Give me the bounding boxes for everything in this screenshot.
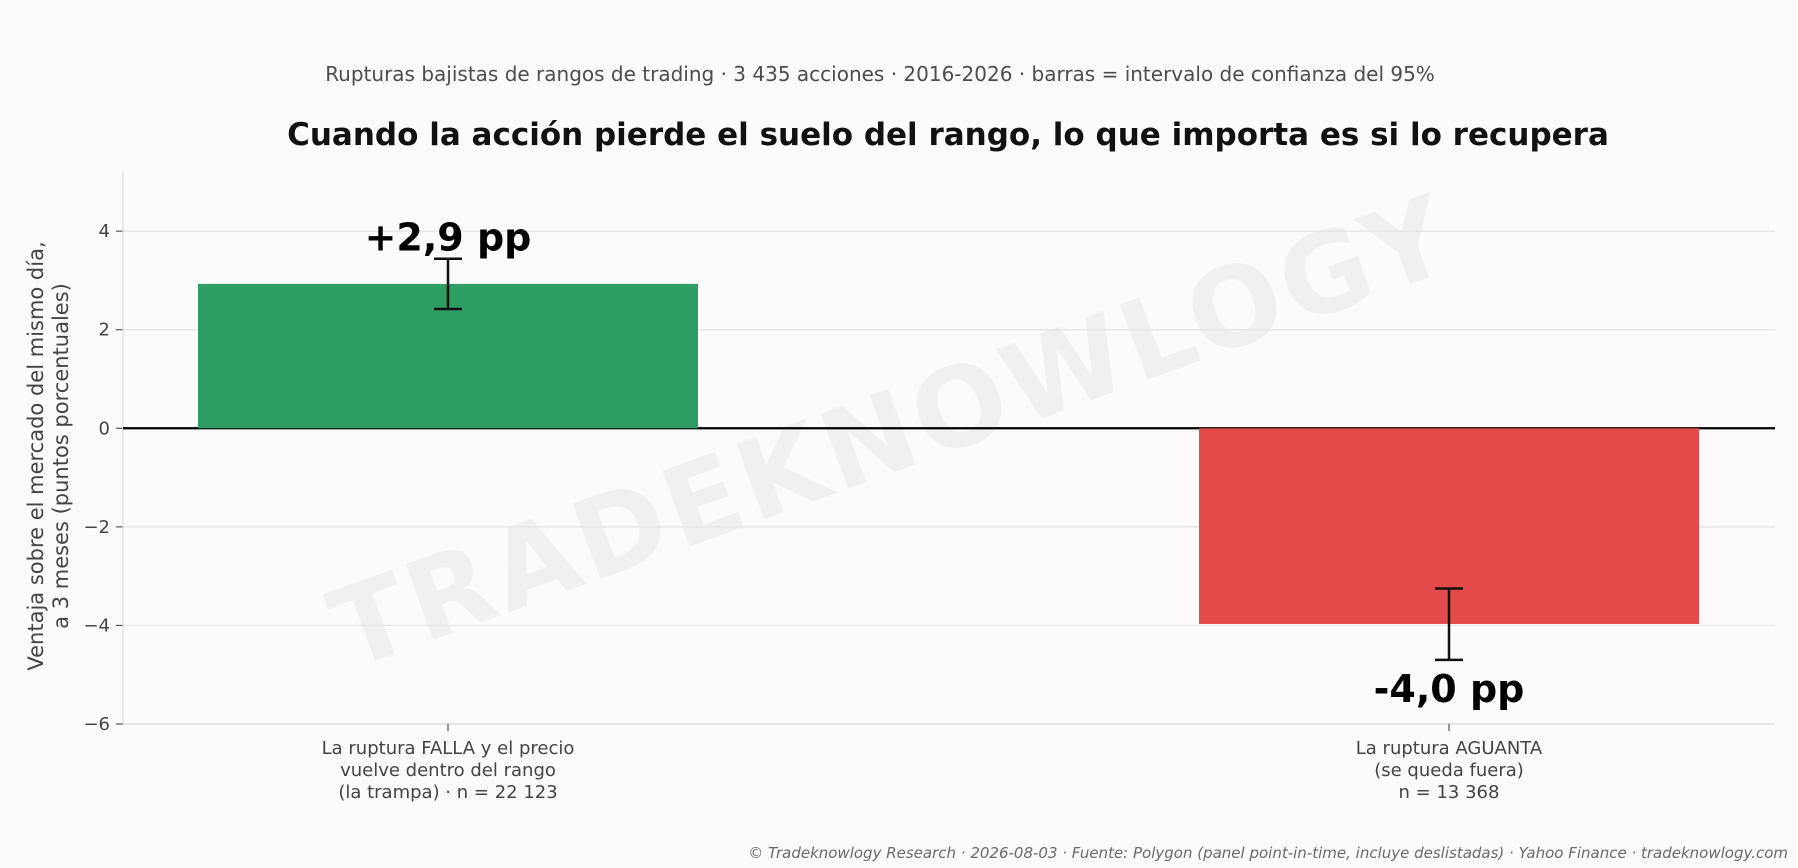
ytick-label: −2	[83, 517, 110, 538]
xtick-label-line: La ruptura AGUANTA	[1356, 738, 1543, 759]
footer-credits: © Tradeknowlogy Research · 2026-08-03 · …	[748, 844, 1788, 862]
xtick-label-line: n = 13 368	[1399, 782, 1500, 803]
xtick-label-line: La ruptura FALLA y el precio	[322, 738, 575, 759]
chart-subtitle: Rupturas bajistas de rangos de trading ·…	[325, 62, 1435, 86]
bars	[198, 257, 1699, 662]
y-axis-label-line: Ventaja sobre el mercado del mismo día,	[24, 241, 48, 670]
data-label: +2,9 pp	[365, 216, 532, 260]
ytick-label: −6	[83, 714, 110, 735]
xtick-label-line: vuelve dentro del rango	[340, 760, 556, 781]
ytick-label: 2	[99, 320, 110, 341]
xtick-label: La ruptura AGUANTA (se queda fuera) n = 13…	[1356, 738, 1543, 803]
xtick-label: La ruptura FALLA y el precio vuelve dentr…	[322, 738, 575, 803]
y-axis-label: Ventaja sobre el mercado del mismo día,a…	[24, 241, 73, 670]
y-axis-label-line: a 3 meses (puntos porcentuales)	[49, 283, 73, 629]
labels: +2,9 pp -4,0 pp	[365, 216, 1525, 711]
ytick-label: 0	[99, 418, 110, 439]
xtick-label-line: (la trampa) · n = 22 123	[338, 782, 557, 803]
chart-title: Cuando la acción pierde el suelo del ran…	[287, 117, 1609, 153]
ytick-label: −4	[83, 615, 110, 636]
data-label: -4,0 pp	[1374, 667, 1525, 711]
xtick-label-line: (se queda fuera)	[1374, 760, 1524, 781]
ytick-label: 4	[99, 221, 110, 242]
axes: 4 2 0 −2 −4 −6 La ruptura FALLA y el precio vue…	[24, 172, 1775, 803]
